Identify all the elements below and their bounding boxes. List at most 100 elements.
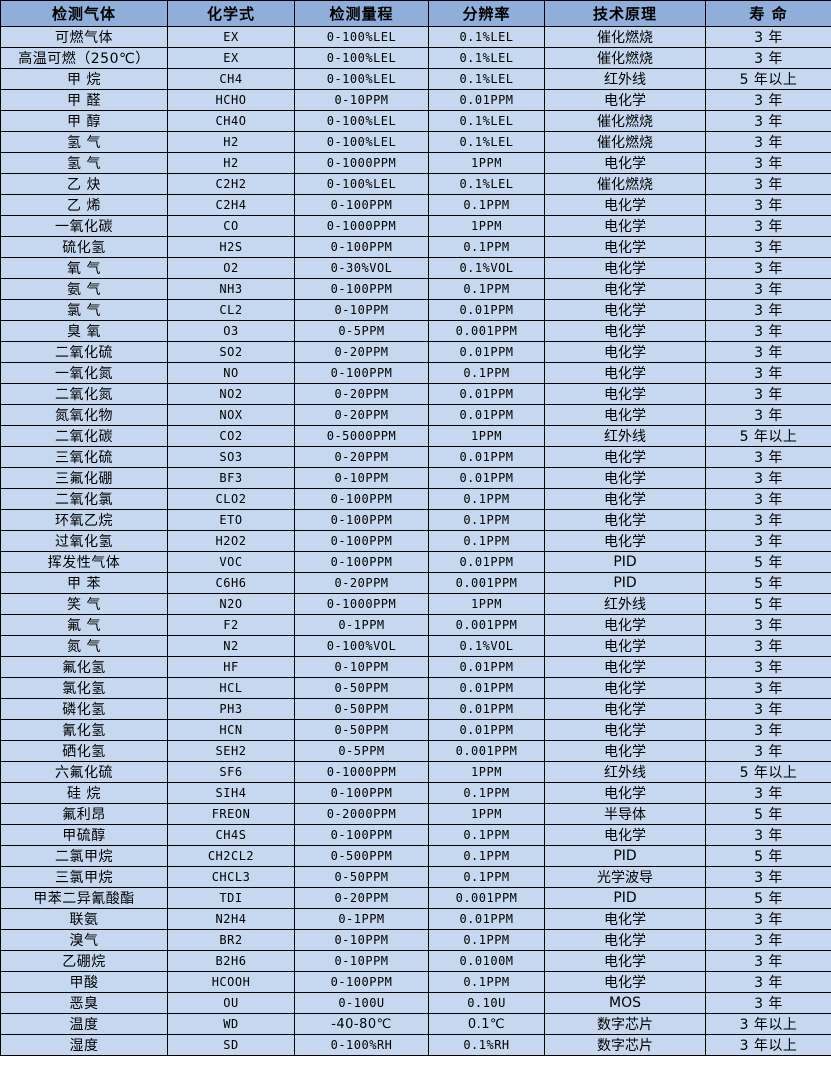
table-row: 甲 烷 CH4 0-100%LEL 0.1%LEL 红外线 5 年以上	[0, 68, 831, 90]
cell-detection-range: 0-10PPM	[294, 950, 429, 972]
table-row: 甲 醛 HCHO 0-10PPM 0.01PPM 电化学 3 年	[0, 89, 831, 111]
cell-lifetime: 5 年以上	[705, 425, 831, 447]
cell-chemical-formula: FREON	[167, 803, 295, 825]
table-row: 氟化氢 HF 0-10PPM 0.01PPM 电化学 3 年	[0, 656, 831, 678]
cell-detection-range: 0-10PPM	[294, 656, 429, 678]
table-row: 乙硼烷 B2H6 0-10PPM 0.0100M 电化学 3 年	[0, 950, 831, 972]
cell-gas-name: 三氧化硫	[0, 446, 168, 468]
cell-resolution: 0.1PPM	[428, 488, 545, 510]
cell-detection-range: 0-100PPM	[294, 971, 429, 993]
cell-lifetime: 3 年	[705, 698, 831, 720]
cell-chemical-formula: OU	[167, 992, 295, 1014]
cell-gas-name: 六氟化硫	[0, 761, 168, 783]
cell-gas-name: 二氧化氮	[0, 383, 168, 405]
cell-chemical-formula: O2	[167, 257, 295, 279]
table-row: 二氧化氮 NO2 0-20PPM 0.01PPM 电化学 3 年	[0, 383, 831, 405]
cell-gas-name: 环氧乙烷	[0, 509, 168, 531]
table-row: 氯 气 CL2 0-10PPM 0.01PPM 电化学 3 年	[0, 299, 831, 321]
cell-resolution: 1PPM	[428, 425, 545, 447]
cell-technology: 红外线	[544, 593, 706, 615]
cell-detection-range: 0-50PPM	[294, 719, 429, 741]
cell-resolution: 0.01PPM	[428, 677, 545, 699]
table-body: 可燃气体 EX 0-100%LEL 0.1%LEL 催化燃烧 3 年高温可燃（250℃） E…	[0, 26, 831, 1056]
cell-detection-range: 0-20PPM	[294, 887, 429, 909]
cell-technology: MOS	[544, 992, 706, 1014]
cell-detection-range: 0-5000PPM	[294, 425, 429, 447]
cell-chemical-formula: CH4O	[167, 110, 295, 132]
cell-detection-range: 0-50PPM	[294, 866, 429, 888]
column-header-technology: 技术原理	[544, 0, 706, 27]
cell-lifetime: 3 年	[705, 509, 831, 531]
cell-detection-range: 0-100%LEL	[294, 110, 429, 132]
cell-resolution: 1PPM	[428, 215, 545, 237]
cell-lifetime: 3 年	[705, 47, 831, 69]
table-row: 环氧乙烷 ETO 0-100PPM 0.1PPM 电化学 3 年	[0, 509, 831, 531]
cell-resolution: 0.001PPM	[428, 614, 545, 636]
cell-technology: 电化学	[544, 383, 706, 405]
cell-technology: PID	[544, 887, 706, 909]
table-row: 温度 WD -40-80℃ 0.1℃ 数字芯片 3 年以上	[0, 1013, 831, 1035]
cell-lifetime: 3 年	[705, 215, 831, 237]
cell-technology: 电化学	[544, 278, 706, 300]
column-header-formula: 化学式	[167, 0, 295, 27]
cell-technology: 电化学	[544, 362, 706, 384]
cell-resolution: 0.001PPM	[428, 320, 545, 342]
table-row: 一氧化氮 NO 0-100PPM 0.1PPM 电化学 3 年	[0, 362, 831, 384]
table-row: 一氧化碳 CO 0-1000PPM 1PPM 电化学 3 年	[0, 215, 831, 237]
cell-lifetime: 3 年	[705, 971, 831, 993]
cell-resolution: 1PPM	[428, 761, 545, 783]
cell-resolution: 0.01PPM	[428, 551, 545, 573]
cell-lifetime: 3 年	[705, 320, 831, 342]
cell-detection-range: 0-100PPM	[294, 362, 429, 384]
cell-lifetime: 3 年	[705, 173, 831, 195]
cell-chemical-formula: TDI	[167, 887, 295, 909]
cell-chemical-formula: C2H2	[167, 173, 295, 195]
cell-technology: 电化学	[544, 257, 706, 279]
table-row: 二氯甲烷 CH2CL2 0-500PPM 0.1PPM PID 5 年	[0, 845, 831, 867]
table-row: 乙 炔 C2H2 0-100%LEL 0.1%LEL 催化燃烧 3 年	[0, 173, 831, 195]
cell-lifetime: 3 年	[705, 257, 831, 279]
table-row: 二氧化碳 CO2 0-5000PPM 1PPM 红外线 5 年以上	[0, 425, 831, 447]
table-row: 氯化氢 HCL 0-50PPM 0.01PPM 电化学 3 年	[0, 677, 831, 699]
cell-chemical-formula: CH4S	[167, 824, 295, 846]
table-row: 湿度 SD 0-100%RH 0.1%RH 数字芯片 3 年以上	[0, 1034, 831, 1056]
cell-lifetime: 3 年	[705, 89, 831, 111]
cell-detection-range: 0-20PPM	[294, 341, 429, 363]
cell-gas-name: 甲 苯	[0, 572, 168, 594]
cell-technology: 催化燃烧	[544, 131, 706, 153]
column-header-resolution: 分辨率	[428, 0, 545, 27]
table-row: 甲 苯 C6H6 0-20PPM 0.001PPM PID 5 年	[0, 572, 831, 594]
cell-chemical-formula: B2H6	[167, 950, 295, 972]
cell-technology: 红外线	[544, 425, 706, 447]
cell-detection-range: 0-100PPM	[294, 488, 429, 510]
table-row: 恶臭 OU 0-100U 0.10U MOS 3 年	[0, 992, 831, 1014]
cell-lifetime: 3 年	[705, 866, 831, 888]
cell-lifetime: 3 年	[705, 488, 831, 510]
cell-lifetime: 3 年	[705, 131, 831, 153]
cell-gas-name: 一氧化氮	[0, 362, 168, 384]
cell-resolution: 0.1PPM	[428, 236, 545, 258]
cell-detection-range: 0-1000PPM	[294, 215, 429, 237]
cell-detection-range: 0-100PPM	[294, 824, 429, 846]
cell-resolution: 0.01PPM	[428, 299, 545, 321]
cell-resolution: 0.1%LEL	[428, 173, 545, 195]
cell-chemical-formula: NOX	[167, 404, 295, 426]
cell-chemical-formula: CL2	[167, 299, 295, 321]
cell-lifetime: 3 年	[705, 299, 831, 321]
cell-gas-name: 二氧化氯	[0, 488, 168, 510]
cell-gas-name: 过氧化氢	[0, 530, 168, 552]
cell-gas-name: 硫化氢	[0, 236, 168, 258]
cell-resolution: 0.1PPM	[428, 278, 545, 300]
cell-detection-range: 0-100PPM	[294, 782, 429, 804]
cell-technology: 电化学	[544, 908, 706, 930]
cell-technology: 电化学	[544, 194, 706, 216]
cell-technology: 催化燃烧	[544, 47, 706, 69]
cell-chemical-formula: CH2CL2	[167, 845, 295, 867]
cell-detection-range: 0-10PPM	[294, 89, 429, 111]
table-row: 硒化氢 SEH2 0-5PPM 0.001PPM 电化学 3 年	[0, 740, 831, 762]
cell-gas-name: 恶臭	[0, 992, 168, 1014]
table-row: 氰化氢 HCN 0-50PPM 0.01PPM 电化学 3 年	[0, 719, 831, 741]
cell-detection-range: 0-100PPM	[294, 236, 429, 258]
column-header-lifetime: 寿 命	[705, 0, 831, 27]
